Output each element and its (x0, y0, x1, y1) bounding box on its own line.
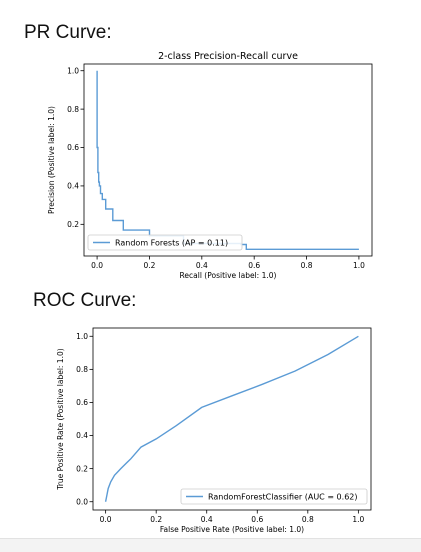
pr-curve-heading: PR Curve: (24, 22, 112, 43)
x-axis-label: Recall (Positive label: 1.0) (180, 271, 277, 280)
legend: Random Forests (AP = 0.11) (87, 234, 243, 251)
y-tick-label: 0.0 (76, 497, 88, 506)
series-line-0 (104, 335, 359, 502)
plot-frame (92, 327, 372, 511)
y-tick-label: 0.2 (76, 464, 88, 473)
y-tick-label: 0.6 (67, 143, 79, 152)
x-tick-label: 0.8 (301, 261, 313, 270)
y-tick-label: 0.8 (67, 105, 79, 114)
x-tick-label: 0.6 (251, 515, 263, 524)
x-tick-label: 0.0 (100, 515, 112, 524)
y-tick-label: 0.4 (76, 431, 88, 440)
y-tick-label: 0.2 (67, 220, 79, 229)
x-axis-label: False Positive Rate (Positive label: 1.0… (160, 525, 304, 534)
pr-chart: 2-class Precision-Recall curve 0.0 0.2 0.4 0… (47, 51, 373, 280)
x-tick-label: 0.2 (150, 515, 162, 524)
plot-frame (83, 63, 373, 257)
y-axis-label: True Positive Rate (Positive label: 1.0) (56, 348, 65, 490)
chart-title: 2-class Precision-Recall curve (158, 51, 298, 62)
y-tick-label: 0.4 (67, 182, 79, 191)
x-tick-label: 0.6 (248, 261, 260, 270)
y-tick-label: 1.0 (76, 332, 88, 341)
x-tick-label: 1.0 (352, 515, 364, 524)
x-tick-label: 0.0 (91, 261, 103, 270)
legend-box (180, 488, 368, 505)
x-tick-label: 1.0 (353, 261, 365, 270)
page-bottom-bar (0, 538, 421, 552)
y-tick-label: 0.6 (76, 398, 88, 407)
y-tick-label: 1.0 (67, 66, 79, 75)
legend: RandomForestClassifier (AUC = 0.62) (180, 488, 368, 505)
y-axis-label: Precision (Positive label: 1.0) (47, 106, 56, 214)
legend-box (87, 234, 243, 251)
legend-entry: RandomForestClassifier (AUC = 0.62) (208, 493, 358, 502)
x-tick-label: 0.2 (143, 261, 155, 270)
roc-curve-heading: ROC Curve: (33, 290, 137, 311)
x-tick-label: 0.8 (302, 515, 314, 524)
x-tick-label: 0.4 (196, 261, 208, 270)
x-tick-label: 0.4 (201, 515, 213, 524)
y-tick-label: 0.8 (76, 365, 88, 374)
legend-entry: Random Forests (AP = 0.11) (115, 239, 228, 248)
